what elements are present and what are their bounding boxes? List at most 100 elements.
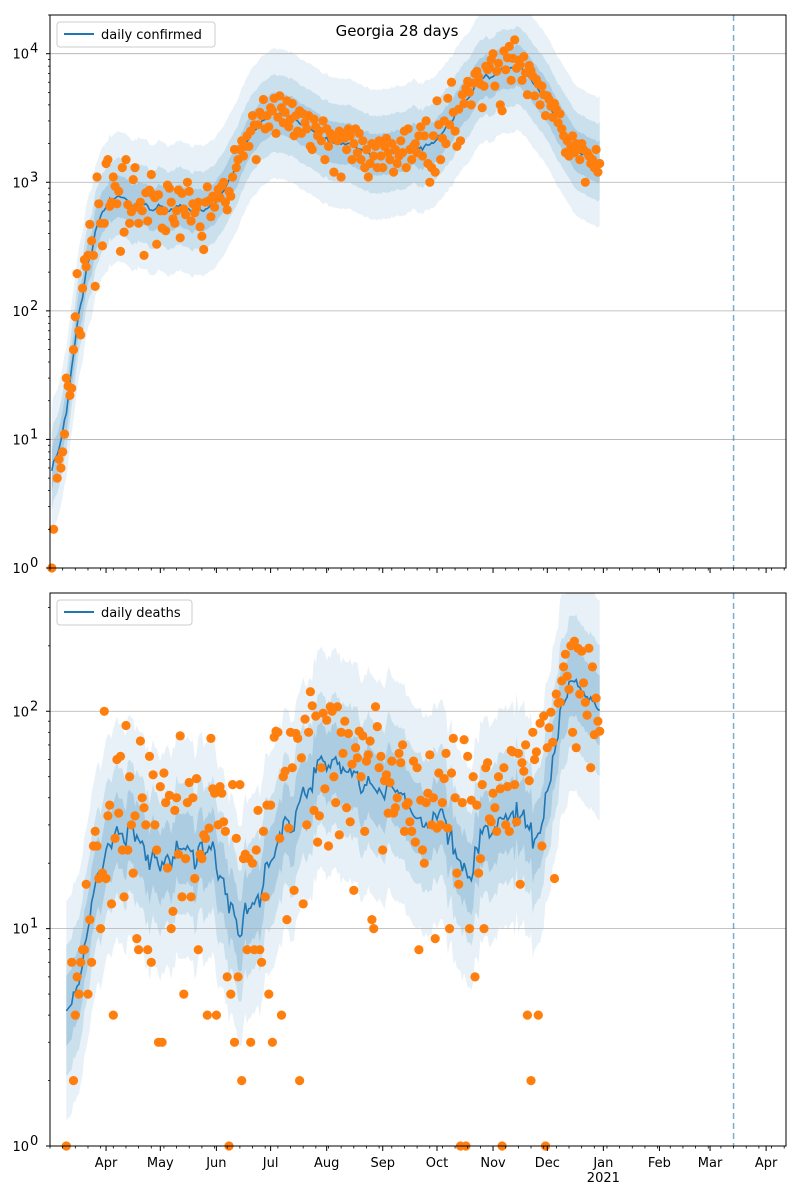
data-point-20: [101, 873, 111, 884]
data-point-209: [443, 823, 453, 833]
data-point-77: [204, 823, 214, 833]
data-point-157: [332, 136, 343, 146]
data-point-49: [137, 206, 147, 216]
data-point-39: [135, 736, 145, 746]
x-year-label: 2021: [587, 1171, 620, 1186]
data-point-164: [345, 131, 355, 141]
data-point-211: [446, 768, 457, 778]
data-point-182: [378, 163, 388, 173]
data-point-41: [139, 803, 149, 813]
data-point-64: [164, 183, 174, 193]
data-point-193: [414, 945, 424, 955]
data-point-65: [166, 197, 176, 207]
data-point-199: [425, 750, 435, 760]
data-point-116: [258, 94, 268, 105]
data-point-247: [511, 817, 522, 827]
data-point-112: [267, 1037, 277, 1047]
data-point-243: [504, 826, 514, 837]
x-tick-label-2: Jun: [205, 1156, 226, 1171]
data-point-17: [96, 924, 106, 934]
confirmed-gridlines: [50, 53, 786, 440]
confirmed-plot-frame: [49, 14, 787, 569]
data-point-127: [295, 1076, 305, 1086]
data-point-188: [405, 817, 415, 827]
uncertainty-band-1: [51, 15, 600, 536]
data-point-259: [517, 75, 527, 85]
data-point-103: [251, 845, 261, 855]
data-point-215: [454, 879, 464, 889]
y-tick-label-2: 10: [12, 705, 29, 720]
data-point-238: [495, 784, 505, 794]
data-point-147: [314, 126, 324, 136]
data-point-35: [128, 868, 138, 878]
data-point-27: [97, 241, 107, 251]
data-point-184: [398, 740, 408, 750]
data-point-76: [186, 216, 196, 226]
data-point-85: [202, 182, 212, 192]
data-point-57: [168, 906, 178, 917]
data-point-92: [231, 833, 241, 844]
data-point-93: [233, 972, 243, 982]
data-point-251: [519, 766, 529, 776]
data-point-78: [206, 733, 216, 744]
data-point-300: [591, 144, 601, 155]
data-point-246: [510, 780, 520, 790]
data-point-141: [320, 784, 330, 794]
data-point-205: [419, 131, 429, 141]
data-point-1: [49, 524, 59, 534]
data-point-228: [477, 780, 487, 790]
data-point-12: [70, 312, 80, 322]
data-point-211: [430, 167, 440, 177]
data-point-214: [452, 868, 462, 878]
data-point-59: [172, 793, 182, 803]
data-point-220: [463, 751, 473, 762]
data-point-91: [229, 1037, 240, 1047]
data-point-137: [313, 837, 323, 847]
data-point-191: [410, 837, 420, 847]
data-point-45: [146, 957, 156, 967]
data-point-2: [52, 473, 62, 483]
data-point-100: [246, 1037, 256, 1047]
data-point-258: [531, 747, 542, 757]
data-point-66: [184, 777, 194, 788]
data-point-11: [68, 345, 79, 355]
data-point-168: [369, 924, 379, 934]
data-point-293: [595, 726, 605, 736]
x-tick-label-12: Apr: [755, 1156, 778, 1171]
data-point-212: [432, 96, 442, 106]
x-tick-label-10: Feb: [648, 1156, 671, 1171]
y-tick-exponent-0: 0: [30, 1134, 38, 1149]
data-point-71: [193, 945, 203, 955]
data-point-185: [399, 826, 409, 837]
data-point-170: [356, 155, 366, 165]
data-point-50: [155, 782, 165, 792]
data-point-175: [381, 770, 391, 780]
x-tick-label-11: Mar: [698, 1156, 723, 1171]
data-point-130: [284, 122, 294, 132]
data-point-210: [428, 131, 438, 141]
data-point-84: [217, 788, 227, 798]
data-point-7: [61, 373, 71, 383]
data-point-112: [251, 155, 261, 165]
y-tick-exponent-2: 2: [30, 699, 38, 714]
data-point-75: [184, 186, 194, 196]
data-point-253: [506, 75, 516, 85]
data-point-73: [197, 854, 207, 864]
data-point-42: [125, 218, 135, 228]
data-point-8: [79, 945, 89, 955]
data-point-35: [112, 199, 122, 209]
data-point-133: [305, 687, 315, 697]
data-point-148: [316, 136, 326, 146]
data-point-154: [343, 728, 353, 739]
data-point-187: [403, 798, 413, 808]
data-point-106: [257, 957, 267, 967]
data-point-250: [517, 758, 527, 768]
data-point-85: [219, 817, 229, 827]
data-point-44: [128, 175, 138, 185]
data-point-107: [258, 826, 268, 837]
data-point-41: [123, 200, 133, 210]
data-point-259: [533, 1010, 543, 1020]
data-point-74: [182, 177, 192, 187]
